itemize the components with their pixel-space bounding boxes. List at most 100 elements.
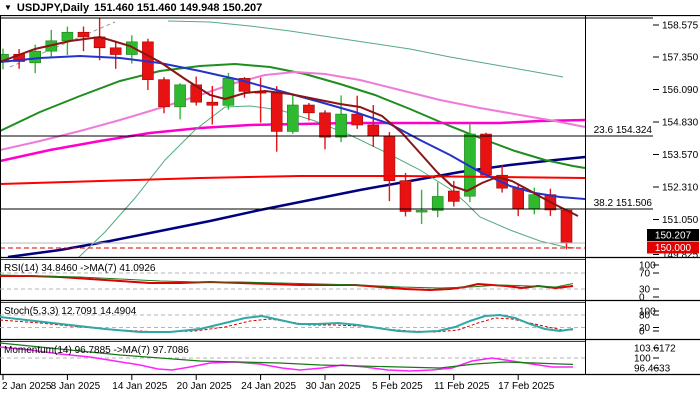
rsi-axis-label: 30 (639, 285, 651, 296)
candle-body (447, 190, 460, 202)
ema-plum-line (0, 70, 586, 151)
stochastic-axis-label: 80 (639, 311, 651, 322)
trendline (9, 21, 116, 68)
current-price-tag: 150.000 (647, 241, 699, 254)
ma200-line (7, 155, 586, 257)
momentum-axis-label: 96.4633 (634, 364, 671, 375)
candle-body (480, 133, 492, 176)
candle-body (109, 47, 122, 55)
candle-body (399, 180, 412, 212)
price-tick-label: 157.350 (662, 53, 699, 64)
stochastic-axis-label: 100 (639, 307, 656, 318)
candle-body (158, 79, 170, 108)
time-tick-label: 14 Jan 2025 (112, 381, 167, 392)
stochastic-series-area (0, 313, 574, 334)
fib-level-label: 23.6 154.324 (594, 125, 653, 136)
candle (190, 76, 202, 106)
momentum-axis-label: 103.6172 (634, 344, 676, 355)
stoch-signal-line (0, 317, 573, 333)
price-tick-label: 151.050 (662, 215, 699, 226)
candle (303, 102, 315, 121)
rsi-axis-label: 100 (639, 261, 656, 272)
main-plot-area[interactable] (0, 18, 586, 258)
candle-body (190, 84, 202, 103)
momentum-series-area (0, 342, 574, 372)
rsi-axis-label: 0 (639, 293, 645, 304)
time-tick-label: 30 Jan 2025 (305, 381, 360, 392)
candle (158, 77, 170, 114)
candle-body (77, 31, 90, 38)
momentum-axis-label: 100 (634, 354, 651, 365)
chart-title-bar: ▼ USDJPY,Daily 151.460 151.460 149.948 1… (0, 0, 700, 15)
chart-ohlc-values: 151.460 151.460 149.948 150.207 (94, 1, 263, 14)
candle-body (335, 113, 347, 138)
candle-body (126, 41, 138, 55)
price-tick-label: 154.830 (662, 118, 699, 129)
candle (431, 182, 444, 218)
rsi-series-area (0, 274, 574, 292)
time-tick-label: 17 Feb 2025 (498, 381, 555, 392)
time-tick-label: 8 Jan 2025 (51, 381, 101, 392)
candle (174, 83, 186, 120)
price-tick-label: 153.570 (662, 150, 699, 161)
stochastic-axis-label: 0 (639, 327, 645, 338)
candle (142, 38, 154, 91)
candle (270, 86, 283, 152)
candle-body (351, 113, 364, 126)
rsi-label: RSI(14) 34.8460 ->MA(7) 41.0926 (4, 263, 156, 274)
price-tag-box (647, 241, 699, 254)
stoch-main-line (0, 313, 574, 334)
time-tick-label: 5 Feb 2025 (372, 381, 423, 392)
chart-symbol-period: USDJPY,Daily (16, 1, 90, 14)
time-tick-label: 11 Feb 2025 (434, 381, 490, 392)
bollinger-upper-line (167, 20, 564, 78)
candle (109, 40, 122, 69)
candle (93, 18, 106, 61)
stochastic-axis-label: 20 (639, 323, 651, 334)
momentum-line (0, 346, 573, 372)
price-tick-label: 152.310 (662, 183, 699, 194)
price-tag-box (647, 229, 699, 241)
candle-body (431, 196, 444, 211)
momentum-ma-line (0, 342, 574, 369)
candle-body (238, 78, 251, 92)
ma50-line (0, 62, 586, 169)
candle-body (383, 135, 396, 181)
candle-body (464, 133, 476, 197)
price-axis[interactable]: 158.575 157.350 156.090 154.830 153.570 152.3… (653, 21, 699, 262)
candlestick-series (0, 18, 573, 250)
time-tick-label: 2 Jan 2025 (2, 381, 52, 392)
price-tick-label: 149.825 (662, 250, 699, 261)
current-price-tag: 150.207 (647, 229, 699, 242)
time-axis[interactable]: 2 Jan 2025 8 Jan 2025 14 Jan 2025 20 Jan 20… (2, 375, 555, 392)
candle (480, 132, 492, 177)
candle-body (415, 210, 428, 213)
price-tick-label: 158.575 (662, 21, 699, 32)
price-tag-value: 150.000 (655, 243, 692, 254)
candle-body (61, 31, 74, 42)
candle-body (270, 92, 283, 132)
candle-body (512, 187, 525, 210)
candle-body (206, 101, 219, 106)
candle (206, 85, 219, 125)
candle (286, 93, 299, 134)
rsi-axis-label: 70 (639, 269, 651, 280)
candle (383, 131, 396, 202)
ema-fast-line (0, 35, 579, 217)
candle-body (29, 50, 42, 64)
candle-body (560, 209, 573, 243)
candle-body (367, 124, 380, 137)
momentum-label: Momentum(14) 96.7885 ->MA(7) 97.7086 (4, 345, 189, 356)
candle-body (303, 104, 315, 114)
time-tick-label: 24 Jan 2025 (241, 381, 296, 392)
candle-body (286, 104, 299, 132)
chevron-down-icon[interactable]: ▼ (4, 2, 12, 12)
rsi-ma-line (0, 274, 574, 289)
candle (447, 180, 460, 207)
ma100-line (0, 118, 586, 163)
